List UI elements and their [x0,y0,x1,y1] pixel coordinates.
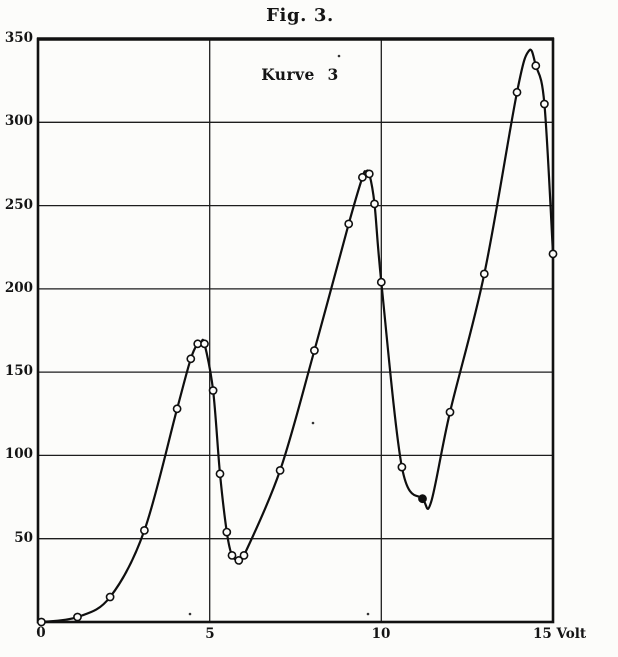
y-tick-label: 150 [4,363,33,379]
data-point-marker [357,172,367,182]
data-point-marker [275,465,285,475]
plot-border [36,37,555,624]
data-point-marker [200,339,209,349]
y-tick-label: 100 [4,446,33,462]
data-point-marker [105,592,115,602]
data-point-marker [445,407,455,417]
data-point-marker [531,61,541,71]
data-point-marker [540,99,549,109]
y-tick-label: 300 [4,113,33,129]
origin-tick-label: 0 [36,625,46,641]
y-tick-label: 50 [14,530,33,546]
data-point-marker [344,219,354,229]
data-point-marker [370,199,379,209]
data-point-marker [309,346,319,355]
x-tick-label: 5 [205,626,215,642]
data-point-marker [418,494,427,504]
data-point-marker [172,404,182,414]
curve-annotation: Kurve 3 [261,65,339,84]
print-speck [311,421,315,425]
print-speck [366,612,370,616]
data-point-marker [479,269,489,279]
measurement-curve [40,48,555,624]
data-point-marker [186,354,196,364]
data-point-marker [215,469,225,479]
data-point-marker [239,551,249,560]
data-point-marker [364,169,374,179]
data-point-marker [512,87,522,97]
print-speck [332,71,336,75]
data-point-marker [397,462,407,472]
y-tick-label: 350 [4,30,33,46]
print-speck [337,54,341,58]
data-point-marker [73,612,82,622]
data-point-marker [208,386,218,395]
y-tick-label: 250 [4,197,33,213]
data-point-marker [376,277,386,287]
print-speck [188,612,192,616]
data-point-marker [234,556,244,565]
x-tick-label: 10 [371,626,391,642]
y-tick-label: 200 [4,280,33,296]
figure-title: Fig. 3. [266,5,334,26]
data-point-marker [139,526,149,535]
x-tick-label-volt: 15 Volt [533,626,587,642]
data-point-marker [222,527,232,537]
data-point-marker [227,551,237,560]
data-point-marker [37,617,46,627]
data-point-marker [548,249,558,259]
